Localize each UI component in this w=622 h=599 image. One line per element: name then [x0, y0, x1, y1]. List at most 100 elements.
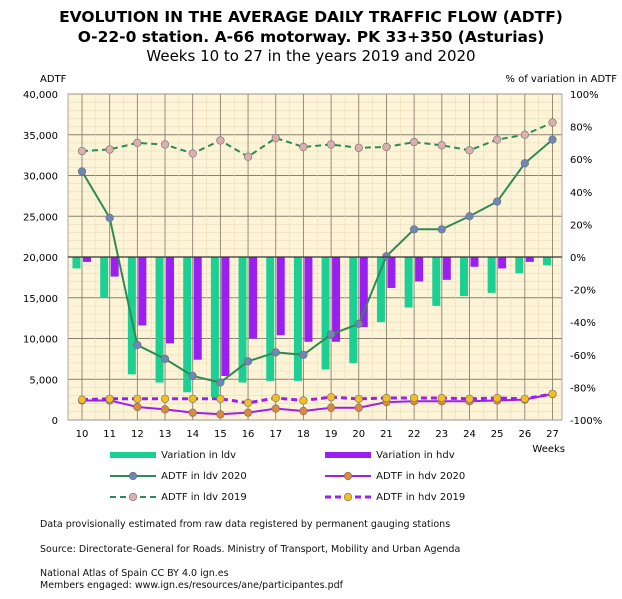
- bar-variation-in-ldv: [404, 257, 413, 308]
- x-tick-label: 12: [131, 429, 144, 440]
- legend-swatch-bar: [325, 452, 371, 458]
- legend-swatch: [110, 452, 156, 458]
- point-adtf-in-ldv-2020: [299, 350, 308, 359]
- y2-tick-label: -20%: [570, 286, 596, 297]
- point-adtf-in-hdv-2020: [271, 404, 280, 413]
- y2-axis-label: % of variation in ADTF: [505, 74, 617, 85]
- bar-variation-in-ldv: [210, 257, 219, 398]
- bar-variation-in-ldv: [183, 257, 192, 393]
- x-tick-label: 20: [352, 429, 365, 440]
- point-adtf-in-hdv-2020: [299, 406, 308, 416]
- legend-item: Variation in hdv: [325, 448, 455, 462]
- point-adtf-in-hdv-2019: [465, 394, 474, 403]
- legend-label: Variation in ldv: [158, 450, 237, 461]
- point-adtf-in-hdv-2019: [160, 394, 170, 403]
- note-provisional: Data provisionally estimated from raw da…: [40, 519, 451, 530]
- line-adtf-in-ldv-2020: [81, 138, 554, 384]
- legend-label: ADTF in hdv 2019: [373, 492, 466, 503]
- x-tick-label: 27: [546, 429, 559, 440]
- x-tick-label: 26: [518, 429, 531, 440]
- y2-tick-label: 80%: [570, 123, 592, 134]
- bar-variation-in-ldv: [100, 257, 109, 298]
- bar-variation-in-hdv: [110, 257, 119, 277]
- bar-variation-in-ldv: [515, 257, 524, 274]
- point-adtf-in-hdv-2020: [133, 402, 142, 412]
- legend-swatch-bar: [110, 452, 156, 458]
- note-source: Source: Directorate-General for Roads. M…: [40, 544, 461, 555]
- legend-swatch: [325, 471, 371, 481]
- point-adtf-in-hdv-2020: [326, 403, 336, 412]
- point-adtf-in-ldv-2020: [105, 213, 114, 222]
- bar-variation-in-hdv: [525, 257, 534, 262]
- point-adtf-in-hdv-2019: [188, 394, 197, 403]
- y2-tick-label: -80%: [570, 383, 596, 394]
- legend-swatch-marker: [343, 471, 353, 481]
- note-license: National Atlas of Spain CC BY 4.0 ign.es: [40, 568, 229, 579]
- x-tick-label: 21: [380, 429, 393, 440]
- point-adtf-in-ldv-2019: [216, 136, 225, 145]
- point-adtf-in-hdv-2020: [188, 408, 197, 417]
- y-tick-label: 0: [52, 416, 58, 427]
- bar-variation-in-hdv: [166, 257, 175, 344]
- point-adtf-in-ldv-2019: [548, 118, 557, 127]
- point-adtf-in-hdv-2020: [354, 403, 363, 412]
- point-adtf-in-ldv-2019: [105, 145, 114, 154]
- legend-swatch: [110, 492, 156, 502]
- point-adtf-in-hdv-2019: [410, 393, 419, 403]
- point-adtf-in-ldv-2020: [77, 167, 87, 176]
- bar-variation-in-ldv: [432, 257, 441, 306]
- point-adtf-in-hdv-2019: [105, 394, 114, 403]
- bar-variation-in-hdv: [442, 257, 451, 280]
- point-adtf-in-hdv-2019: [77, 395, 87, 404]
- point-adtf-in-hdv-2019: [299, 396, 308, 405]
- line-adtf-in-hdv-2019: [81, 392, 553, 405]
- bar-variation-in-hdv: [249, 257, 258, 339]
- point-adtf-in-ldv-2019: [188, 149, 197, 158]
- bar-variation-in-ldv: [376, 257, 385, 323]
- x-tick-label: 17: [269, 429, 282, 440]
- point-adtf-in-ldv-2019: [77, 146, 87, 156]
- bar-variation-in-ldv: [321, 257, 330, 370]
- x-tick-label: 23: [435, 429, 448, 440]
- point-adtf-in-ldv-2020: [520, 159, 529, 168]
- bar-variation-in-ldv: [349, 257, 358, 363]
- point-adtf-in-hdv-2019: [243, 398, 253, 407]
- bar-variation-in-ldv: [155, 257, 164, 383]
- x-tick-label: 19: [325, 429, 338, 440]
- legend-item: ADTF in ldv 2019: [110, 490, 247, 504]
- point-adtf-in-hdv-2019: [216, 394, 225, 403]
- legend-swatch-marker: [343, 492, 353, 502]
- point-adtf-in-hdv-2019: [437, 393, 446, 403]
- x-tick-label: 10: [76, 429, 89, 440]
- x-tick-label: 18: [297, 429, 310, 440]
- legend-item: Variation in ldv: [110, 448, 236, 462]
- y2-tick-label: 20%: [570, 220, 592, 231]
- line-adtf-in-ldv-2019: [81, 121, 553, 158]
- legend-swatch: [110, 471, 156, 481]
- point-adtf-in-ldv-2020: [133, 340, 142, 350]
- legend-swatch: [325, 492, 371, 502]
- y-tick-label: 25,000: [23, 212, 58, 223]
- bar-variation-in-ldv: [238, 257, 247, 383]
- y2-tick-label: 100%: [570, 90, 599, 101]
- legend-item: ADTF in hdv 2020: [325, 469, 465, 483]
- point-adtf-in-ldv-2020: [160, 354, 170, 363]
- bar-variation-in-hdv: [276, 257, 285, 336]
- y-tick-label: 35,000: [23, 131, 58, 142]
- legend-swatch-marker: [128, 492, 138, 502]
- point-adtf-in-hdv-2019: [520, 394, 529, 403]
- point-adtf-in-ldv-2019: [354, 143, 363, 152]
- x-axis-label: Weeks: [532, 444, 565, 455]
- point-adtf-in-hdv-2020: [160, 405, 170, 414]
- y-tick-label: 40,000: [23, 90, 58, 101]
- y-tick-label: 15,000: [23, 294, 58, 305]
- point-adtf-in-ldv-2019: [437, 141, 446, 150]
- point-adtf-in-hdv-2019: [548, 389, 557, 399]
- point-adtf-in-ldv-2020: [548, 135, 557, 144]
- point-adtf-in-hdv-2019: [382, 393, 391, 403]
- bar-variation-in-hdv: [193, 257, 202, 360]
- x-tick-label: 13: [159, 429, 172, 440]
- bar-variation-in-ldv: [266, 257, 275, 381]
- bar-variation-in-hdv: [387, 257, 396, 288]
